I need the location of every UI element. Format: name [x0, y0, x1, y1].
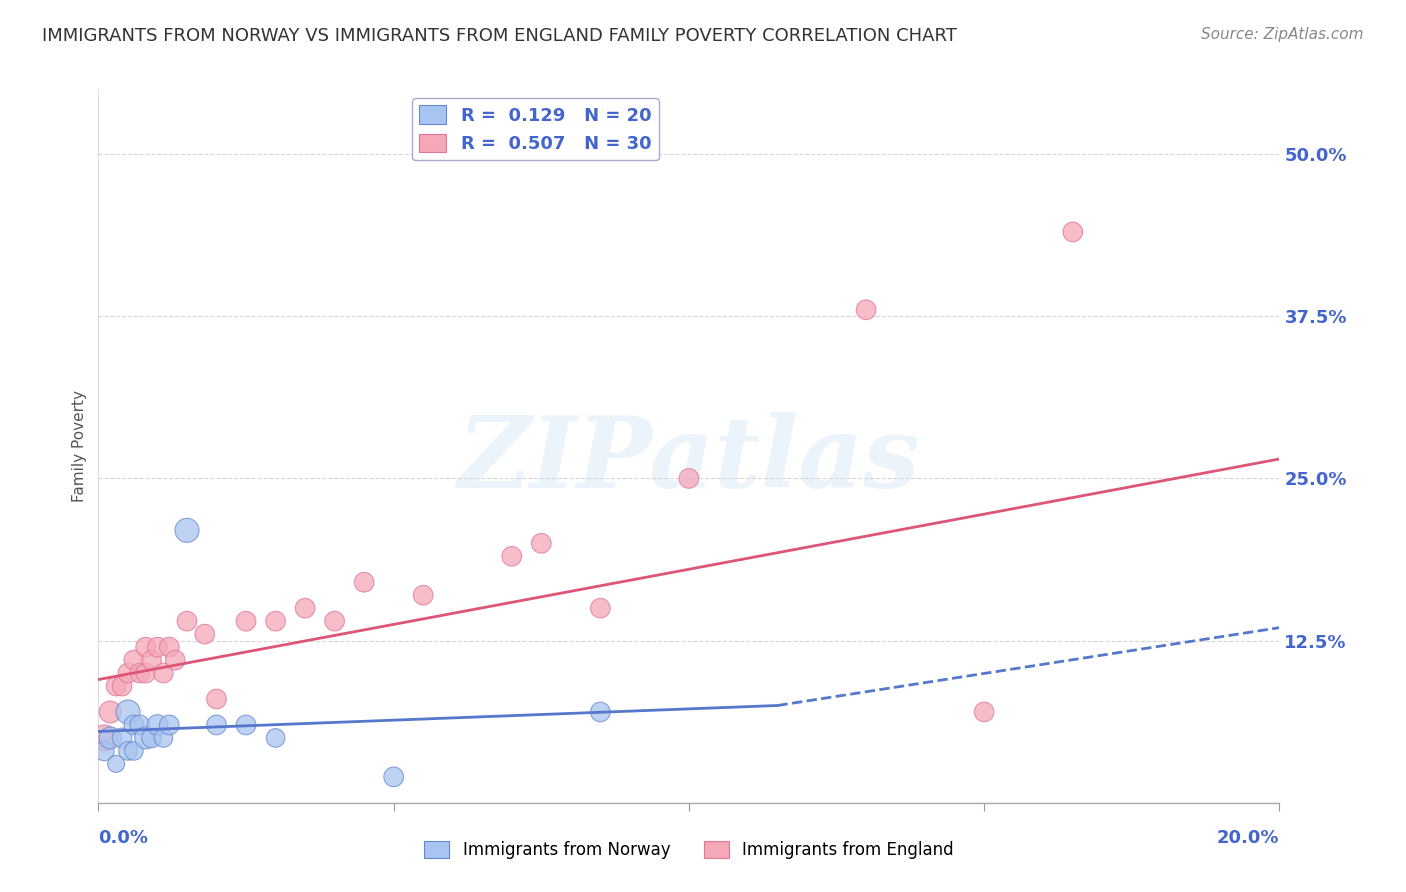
- Text: Source: ZipAtlas.com: Source: ZipAtlas.com: [1201, 27, 1364, 42]
- Point: [135, 731, 157, 745]
- Point: [111, 731, 134, 745]
- Text: 20.0%: 20.0%: [1218, 829, 1279, 847]
- Point: [117, 744, 139, 758]
- Point: [194, 627, 217, 641]
- Point: [122, 718, 145, 732]
- Point: [589, 601, 612, 615]
- Point: [128, 666, 150, 681]
- Point: [235, 718, 257, 732]
- Point: [122, 744, 145, 758]
- Point: [98, 705, 121, 719]
- Text: 0.0%: 0.0%: [98, 829, 149, 847]
- Point: [141, 653, 163, 667]
- Point: [105, 679, 128, 693]
- Point: [530, 536, 553, 550]
- Point: [117, 705, 139, 719]
- Point: [323, 614, 346, 628]
- Point: [205, 718, 228, 732]
- Point: [105, 756, 128, 771]
- Point: [111, 679, 134, 693]
- Point: [205, 692, 228, 706]
- Point: [152, 666, 174, 681]
- Text: IMMIGRANTS FROM NORWAY VS IMMIGRANTS FROM ENGLAND FAMILY POVERTY CORRELATION CHA: IMMIGRANTS FROM NORWAY VS IMMIGRANTS FRO…: [42, 27, 957, 45]
- Point: [146, 718, 169, 732]
- Point: [128, 718, 150, 732]
- Point: [165, 653, 187, 667]
- Point: [294, 601, 316, 615]
- Point: [176, 614, 198, 628]
- Point: [93, 744, 115, 758]
- Legend: R =  0.129   N = 20, R =  0.507   N = 30: R = 0.129 N = 20, R = 0.507 N = 30: [412, 98, 658, 161]
- Point: [122, 653, 145, 667]
- Point: [141, 731, 163, 745]
- Point: [589, 705, 612, 719]
- Point: [135, 666, 157, 681]
- Point: [353, 575, 375, 590]
- Legend: Immigrants from Norway, Immigrants from England: Immigrants from Norway, Immigrants from …: [418, 834, 960, 866]
- Point: [152, 731, 174, 745]
- Point: [678, 471, 700, 485]
- Point: [135, 640, 157, 654]
- Point: [146, 640, 169, 654]
- Point: [412, 588, 434, 602]
- Y-axis label: Family Poverty: Family Poverty: [72, 390, 87, 502]
- Point: [382, 770, 405, 784]
- Point: [264, 731, 287, 745]
- Point: [157, 640, 180, 654]
- Point: [117, 666, 139, 681]
- Text: ZIPatlas: ZIPatlas: [458, 412, 920, 508]
- Point: [176, 524, 198, 538]
- Point: [973, 705, 995, 719]
- Point: [157, 718, 180, 732]
- Point: [98, 731, 121, 745]
- Point: [93, 731, 115, 745]
- Point: [235, 614, 257, 628]
- Point: [501, 549, 523, 564]
- Point: [855, 302, 877, 317]
- Point: [1062, 225, 1084, 239]
- Point: [264, 614, 287, 628]
